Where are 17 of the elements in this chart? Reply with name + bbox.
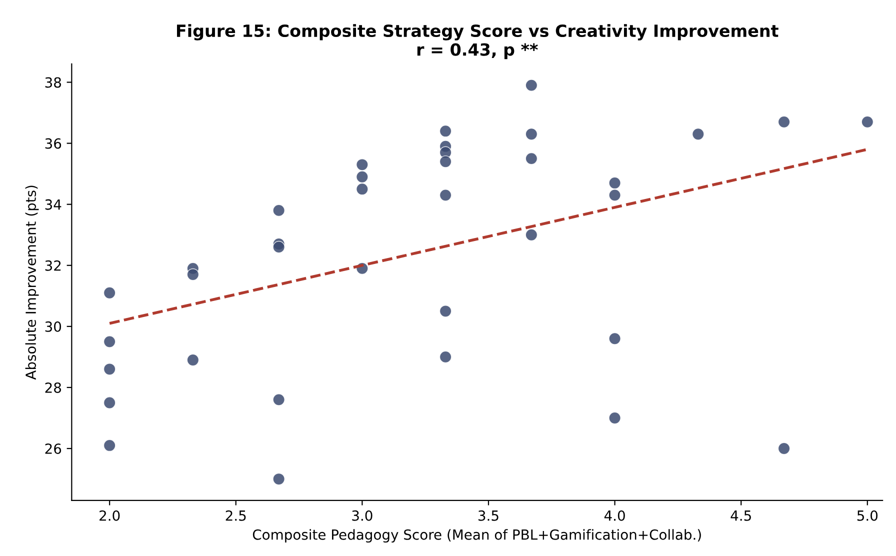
y-tick-label: 32 [45,260,61,271]
x-tick-label: 4.5 [730,510,751,521]
x-tick-label: 2.5 [226,510,246,521]
x-tick-label: 3.0 [352,510,372,521]
y-tick-label: 30 [45,321,62,332]
x-tick-label: 4.0 [604,510,625,521]
y-tick-label: 26 [45,443,62,454]
y-axis-title: Absolute Improvement (pts) [25,186,39,380]
y-tick-label: 36 [45,138,62,149]
x-tick-label: 2.0 [100,510,120,521]
x-tick-label: 3.5 [478,510,498,521]
x-tick-label: 5.0 [857,510,878,521]
chart-title: Figure 15: Composite Strategy Score vs Creativity Improvement r = 0.43, p ** [177,24,778,60]
y-tick-label: 38 [45,77,62,88]
y-tick-label: 34 [45,199,62,210]
x-axis-title: Composite Pedagogy Score (Mean of PBL+Gamification+Collab.) [252,529,701,543]
y-tick-label: 28 [45,382,62,393]
